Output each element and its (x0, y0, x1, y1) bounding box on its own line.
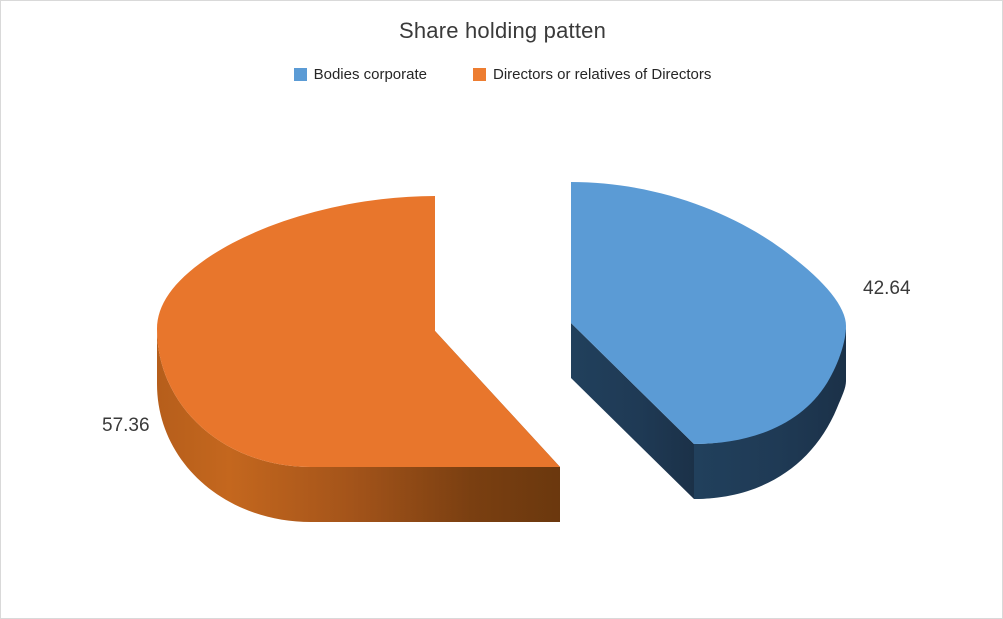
pie-slice-bodies-corporate[interactable] (571, 182, 846, 499)
chart-legend: Bodies corporate Directors or relatives … (1, 66, 1002, 83)
legend-item-directors[interactable]: Directors or relatives of Directors (473, 67, 711, 82)
orange-slice-top (157, 196, 560, 467)
legend-swatch-orange-icon (473, 68, 486, 81)
pie-slice-directors-or-relatives-of-directors[interactable] (157, 196, 560, 522)
legend-label-directors: Directors or relatives of Directors (493, 66, 712, 83)
blue-slice-outer-wall-solid (694, 326, 846, 499)
legend-swatch-blue-icon (293, 68, 307, 81)
orange-slice-outer-wall (157, 329, 560, 522)
data-label-directors: 57.36 (102, 415, 150, 436)
chart-title: Share holding patten (398, 18, 607, 43)
blue-slice-top (571, 182, 846, 444)
data-label-bodies-corporate: 42.64 (863, 278, 911, 299)
legend-label-bodies-corporate: Bodies corporate (313, 66, 427, 83)
blue-slice-left-cut-wall (571, 323, 694, 499)
legend-item-bodies-corporate[interactable]: Bodies corporate (293, 66, 427, 83)
